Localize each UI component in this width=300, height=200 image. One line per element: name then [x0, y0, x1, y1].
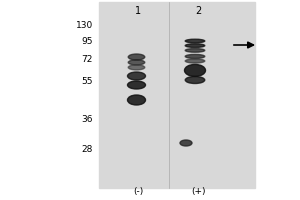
Text: 55: 55 [82, 77, 93, 86]
Ellipse shape [185, 49, 205, 52]
Text: 36: 36 [82, 116, 93, 124]
Text: 72: 72 [82, 55, 93, 64]
Ellipse shape [180, 140, 192, 146]
Text: 130: 130 [76, 21, 93, 30]
Ellipse shape [185, 39, 205, 43]
Text: 28: 28 [82, 146, 93, 154]
Bar [99, 2, 255, 188]
Text: 2: 2 [195, 6, 201, 16]
Ellipse shape [185, 59, 205, 63]
Text: 1: 1 [135, 6, 141, 16]
Ellipse shape [128, 95, 146, 105]
Ellipse shape [185, 44, 205, 47]
Ellipse shape [128, 72, 146, 80]
Text: 95: 95 [82, 38, 93, 46]
Ellipse shape [128, 54, 145, 60]
Ellipse shape [185, 76, 205, 84]
Ellipse shape [128, 81, 146, 89]
Text: (+): (+) [191, 187, 205, 196]
Ellipse shape [185, 54, 205, 58]
Text: (-): (-) [133, 187, 143, 196]
Ellipse shape [184, 64, 206, 76]
Ellipse shape [128, 60, 145, 65]
Ellipse shape [128, 65, 145, 70]
